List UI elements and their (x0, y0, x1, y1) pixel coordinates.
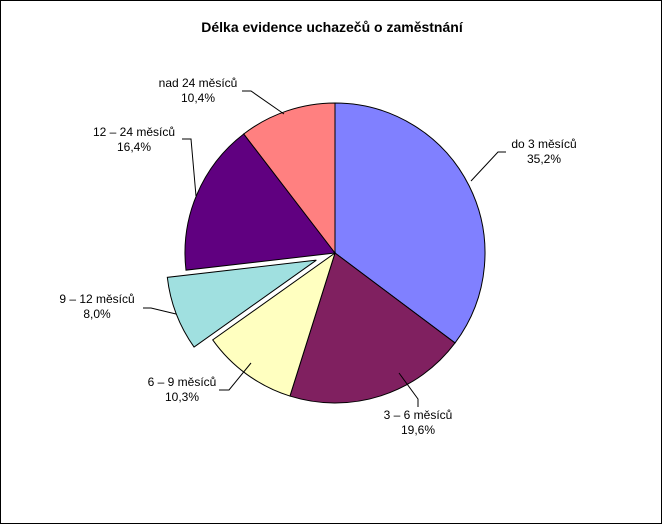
slice-value-6-9-m-s-c: 10,3% (165, 390, 199, 404)
leader-line-9-12-m-s-c (143, 307, 177, 315)
leader-line-6-9-m-s-c (219, 362, 252, 391)
leader-line-do-3-m-s-c (470, 151, 506, 182)
slice-value-3-6-m-s-c: 19,6% (401, 423, 435, 437)
slice-label-nad-24-m-s-c: nad 24 měsíců (159, 76, 238, 90)
pie-slice-9-12-m-s-c (166, 259, 317, 348)
slice-value-12-24-m-s-c: 16,4% (117, 140, 151, 154)
slice-value-do-3-m-s-c: 35,2% (527, 152, 561, 166)
pie-slice-do-3-m-s-c (334, 102, 486, 344)
slice-label-do-3-m-s-c: do 3 měsíců (511, 137, 576, 151)
pie-slice-3-6-m-s-c (289, 252, 456, 404)
slice-label-3-6-m-s-c: 3 – 6 měsíců (384, 408, 453, 422)
pie-slice-nad-24-m-s-c (243, 102, 336, 255)
leader-line-3-6-m-s-c (398, 372, 419, 407)
pie-slices (166, 102, 486, 404)
pie-slice-6-9-m-s-c (212, 251, 336, 397)
leader-line-12-24-m-s-c (182, 138, 197, 197)
leader-lines (143, 90, 506, 407)
slice-value-9-12-m-s-c: 8,0% (83, 307, 111, 321)
slice-value-nad-24-m-s-c: 10,4% (181, 91, 215, 105)
chart-title: Délka evidence uchazečů o zaměstnání (201, 19, 464, 35)
pie-slice-12-24-m-s-c (184, 133, 336, 271)
leader-line-nad-24-m-s-c (242, 90, 285, 115)
slice-label-6-9-m-s-c: 6 – 9 měsíců (148, 375, 217, 389)
slice-label-9-12-m-s-c: 9 – 12 měsíců (59, 292, 134, 306)
slice-label-12-24-m-s-c: 12 – 24 měsíců (93, 125, 175, 139)
